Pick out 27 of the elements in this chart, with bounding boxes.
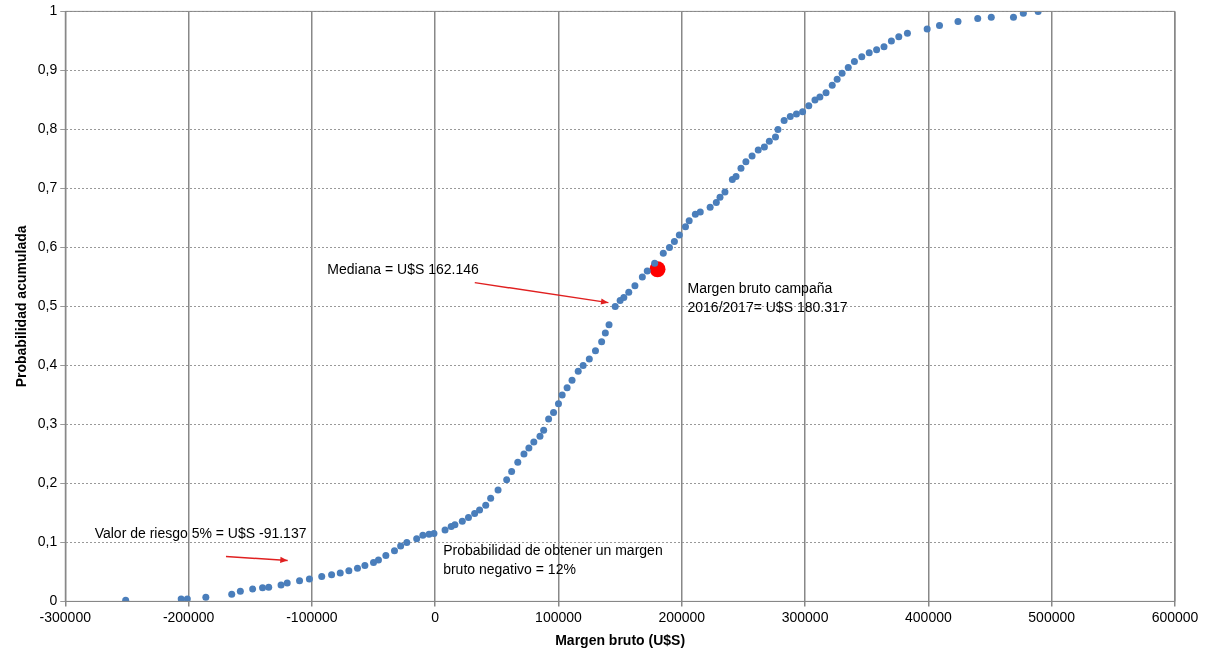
y-tick-label: 0,8 — [37, 120, 58, 137]
x-tick-label: 200000 — [658, 608, 706, 625]
x-tick-label: 300000 — [781, 608, 829, 625]
x-tick-label: -300000 — [39, 608, 92, 625]
x-tick-label: 100000 — [535, 608, 583, 625]
annotation: Valor de riesgo 5% = U$S -91.137 — [94, 525, 307, 542]
annotation: Mediana = U$S 162.146 — [327, 261, 479, 278]
x-axis-title: Margen bruto (U$S) — [555, 632, 686, 649]
y-tick-label: 0,7 — [37, 179, 58, 196]
x-tick-label: 500000 — [1028, 608, 1076, 625]
x-tick-label: 0 — [431, 608, 440, 625]
annotation: Probabilidad de obtener un margen bruto negativo = 12% — [443, 542, 663, 578]
y-tick-label: 0 — [49, 592, 58, 609]
y-tick-label: 0,1 — [37, 533, 58, 550]
y-tick-label: 0,9 — [37, 61, 58, 78]
x-tick-label: -200000 — [162, 608, 215, 625]
x-tick-label: 400000 — [905, 608, 952, 625]
y-tick-label: 0,4 — [37, 356, 58, 373]
y-tick-label: 0,3 — [37, 415, 58, 432]
x-tick-label: 600000 — [1151, 608, 1199, 625]
annotation: Margen bruto campaña 2016/2017= U$S 180.317 — [687, 280, 848, 316]
x-tick-label: -100000 — [286, 608, 338, 625]
y-axis-title: Probabilidad acumulada — [13, 225, 30, 388]
y-tick-label: 0,6 — [37, 238, 58, 255]
y-tick-label: 0,2 — [37, 474, 58, 491]
y-tick-label: 1 — [49, 2, 58, 19]
y-tick-label: 0,5 — [37, 297, 58, 314]
